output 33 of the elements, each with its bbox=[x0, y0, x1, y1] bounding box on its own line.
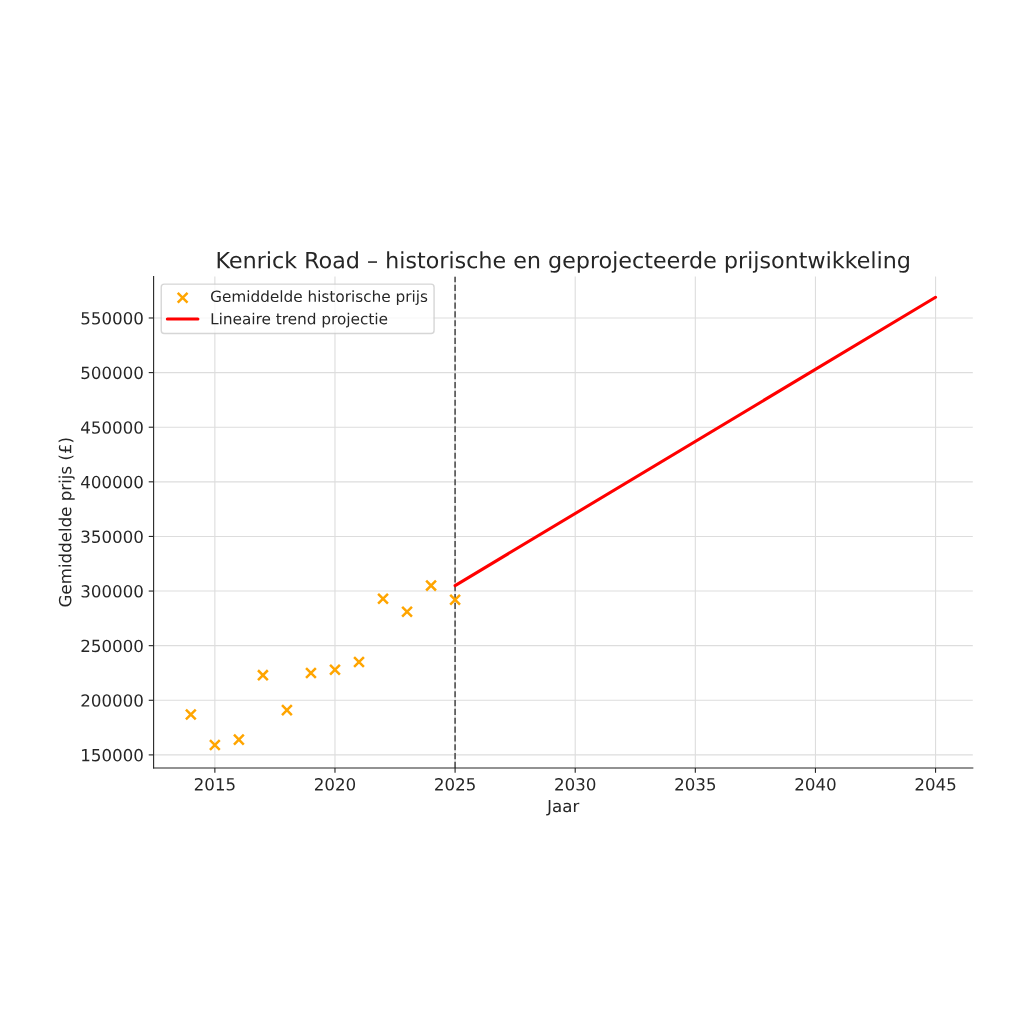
y-tick-label: 300000 bbox=[81, 585, 143, 598]
x-tick-label: 2040 bbox=[795, 778, 836, 791]
y-tick-label: 500000 bbox=[81, 366, 143, 380]
point bbox=[208, 738, 222, 752]
point bbox=[184, 708, 197, 721]
x-tick-label: 2020 bbox=[314, 778, 356, 791]
point bbox=[232, 733, 246, 746]
y-tick-label: 450000 bbox=[81, 421, 143, 434]
legend-label: Gemiddelde historische prijs bbox=[210, 290, 428, 306]
point bbox=[424, 579, 438, 592]
point bbox=[448, 593, 462, 606]
x-tick-label: 2030 bbox=[555, 778, 596, 791]
y-tick-label: 350000 bbox=[81, 530, 143, 544]
y-tick-label: 550000 bbox=[81, 311, 143, 325]
y-axis-title: Gemiddelde prijs (£) bbox=[58, 438, 75, 607]
y-tick-label: 150000 bbox=[82, 748, 143, 762]
x-tick-label: 2035 bbox=[675, 778, 716, 791]
point bbox=[304, 666, 318, 680]
point bbox=[376, 592, 390, 605]
point bbox=[328, 663, 342, 676]
x-tick-label: 2015 bbox=[194, 778, 235, 791]
y-tick-label: 200000 bbox=[81, 694, 143, 707]
y-tick-label: 400000 bbox=[81, 475, 143, 489]
legend-label: Lineaire trend projectie bbox=[211, 312, 388, 328]
point bbox=[280, 703, 294, 717]
point bbox=[400, 605, 414, 618]
x-tick-label: 2045 bbox=[915, 778, 956, 791]
x-tick-label: 2025 bbox=[435, 778, 475, 791]
point bbox=[256, 669, 270, 682]
point bbox=[352, 655, 366, 669]
x-axis-title: Jaar bbox=[546, 799, 580, 816]
y-tick-label: 250000 bbox=[81, 639, 143, 653]
chart-title: Kenrick Road – historische en geprojecteerde prijsontwikkeling bbox=[217, 251, 909, 273]
